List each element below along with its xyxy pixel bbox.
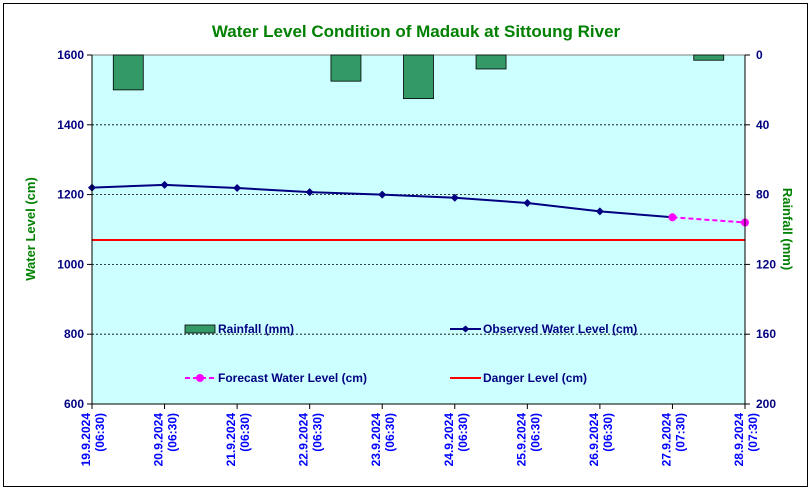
x-tick-time: (06:30) [238, 413, 252, 452]
legend: Rainfall (mm) Observed Water Level (cm) … [184, 322, 637, 385]
legend-item-danger: Danger Level (cm) [450, 371, 587, 385]
rainfall-bar [475, 54, 507, 70]
x-tick-time: (06:30) [311, 413, 325, 452]
y-tick-label: 1200 [57, 188, 84, 202]
legend-observed-marker [461, 325, 470, 333]
x-tick-date: 26.9.2024 [587, 413, 601, 467]
y2-tick-label: 80 [756, 188, 770, 202]
x-tick-time: (06:30) [93, 413, 107, 452]
observed-point [450, 193, 459, 202]
y-tick-label: 800 [64, 327, 84, 341]
y2-tick-label: 200 [756, 397, 776, 411]
y-tick-label: 1000 [57, 257, 84, 271]
y2-tick-label: 0 [756, 48, 763, 62]
observed-point [523, 198, 532, 207]
observed-series [88, 180, 673, 219]
y-tick-label: 1600 [57, 48, 84, 62]
x-tick-date: 21.9.2024 [224, 413, 238, 467]
x-tick-date: 24.9.2024 [442, 413, 456, 467]
x-tick-time: (06:30) [166, 413, 180, 452]
legend-rainfall-swatch [184, 324, 216, 334]
legend-danger-label: Danger Level (cm) [483, 371, 587, 385]
x-tick-date: 27.9.2024 [659, 413, 673, 467]
y-axis-title: Water Level (cm) [23, 177, 38, 281]
observed-point [595, 207, 604, 216]
x-tick-time: (06:30) [601, 413, 615, 452]
x-tick-date: 23.9.2024 [369, 413, 383, 467]
legend-forecast-marker [196, 374, 204, 382]
rainfall-bar [112, 54, 144, 91]
x-tick-date: 22.9.2024 [297, 413, 311, 467]
rainfall-bar [693, 54, 725, 61]
y2-axis-ticks: 0 40 80 120 160 200 [745, 48, 776, 411]
rainfall-bar [403, 54, 434, 100]
legend-forecast-label: Forecast Water Level (cm) [218, 371, 367, 385]
y2-tick-label: 40 [756, 118, 770, 132]
observed-point [378, 190, 387, 199]
x-tick-date: 19.9.2024 [79, 413, 93, 467]
legend-rainfall-label: Rainfall (mm) [218, 322, 294, 336]
x-tick-time: (06:30) [528, 413, 542, 452]
y-axis-ticks: 1600 1400 1200 1000 800 600 [57, 48, 92, 411]
x-tick-date: 20.9.2024 [152, 413, 166, 467]
legend-item-observed: Observed Water Level (cm) [450, 322, 637, 336]
x-axis-ticks: 19.9.2024 (06:30) 20.9.2024 (06:30) 21.9.202… [79, 404, 760, 466]
y2-axis-title: Rainfall (mm) [780, 188, 795, 270]
y2-tick-label: 160 [756, 327, 776, 341]
forecast-line [672, 216, 746, 224]
y-tick-label: 600 [64, 397, 84, 411]
plot-area [91, 54, 746, 405]
observed-point [160, 180, 169, 189]
rainfall-bar [330, 54, 362, 82]
x-tick-time: (07:30) [746, 413, 760, 452]
y-tick-label: 1400 [57, 118, 84, 132]
legend-observed-label: Observed Water Level (cm) [483, 322, 637, 336]
x-tick-time: (07:30) [673, 413, 687, 452]
x-tick-date: 28.9.2024 [732, 413, 746, 467]
legend-item-forecast: Forecast Water Level (cm) [185, 371, 367, 385]
x-tick-time: (06:30) [383, 413, 397, 452]
rainfall-bars [112, 54, 725, 100]
observed-point [305, 188, 314, 197]
gridlines [92, 124, 745, 335]
x-tick-time: (06:30) [456, 413, 470, 452]
observed-point [233, 183, 242, 192]
x-tick-date: 25.9.2024 [514, 413, 528, 467]
chart-title: Water Level Condition of Madauk at Sitto… [212, 22, 621, 41]
legend-item-rainfall: Rainfall (mm) [184, 322, 294, 336]
forecast-point [668, 213, 677, 222]
y2-tick-label: 120 [756, 257, 776, 271]
